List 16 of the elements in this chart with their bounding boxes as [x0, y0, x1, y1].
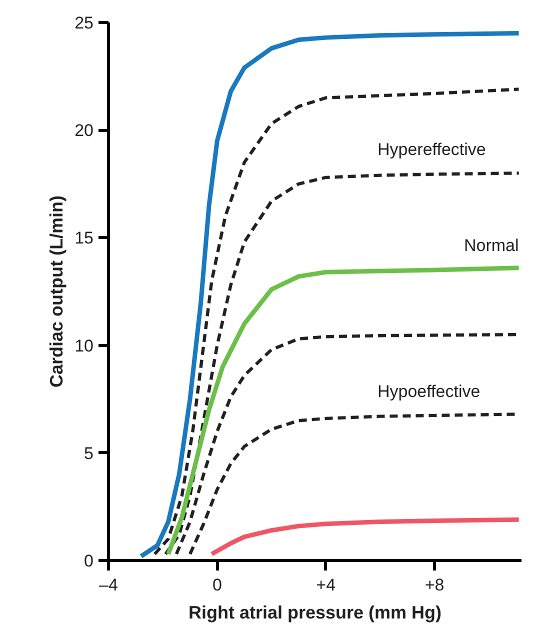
- y-tick-label: 5: [84, 444, 94, 463]
- annotation: Hypoeffective: [378, 382, 480, 401]
- x-axis-title: Right atrial pressure (mm Hg): [188, 602, 442, 622]
- x-tick-label: 0: [212, 576, 222, 594]
- y-tick-label: 15: [74, 228, 94, 248]
- y-tick-label: 20: [74, 121, 94, 140]
- y-tick-label: 10: [74, 336, 94, 356]
- x-tick-label: +8: [424, 576, 444, 594]
- series-label: Normal: [464, 236, 519, 255]
- line-series: [164, 172, 520, 556]
- y-tick-label: 25: [74, 14, 94, 32]
- annotation: Hypereffective: [378, 140, 486, 159]
- x-tick-label: –4: [99, 576, 118, 594]
- y-axis-title: Cardiac output (L/min): [46, 195, 67, 388]
- x-tick-label: +4: [316, 576, 336, 594]
- y-tick-label: 0: [84, 552, 94, 570]
